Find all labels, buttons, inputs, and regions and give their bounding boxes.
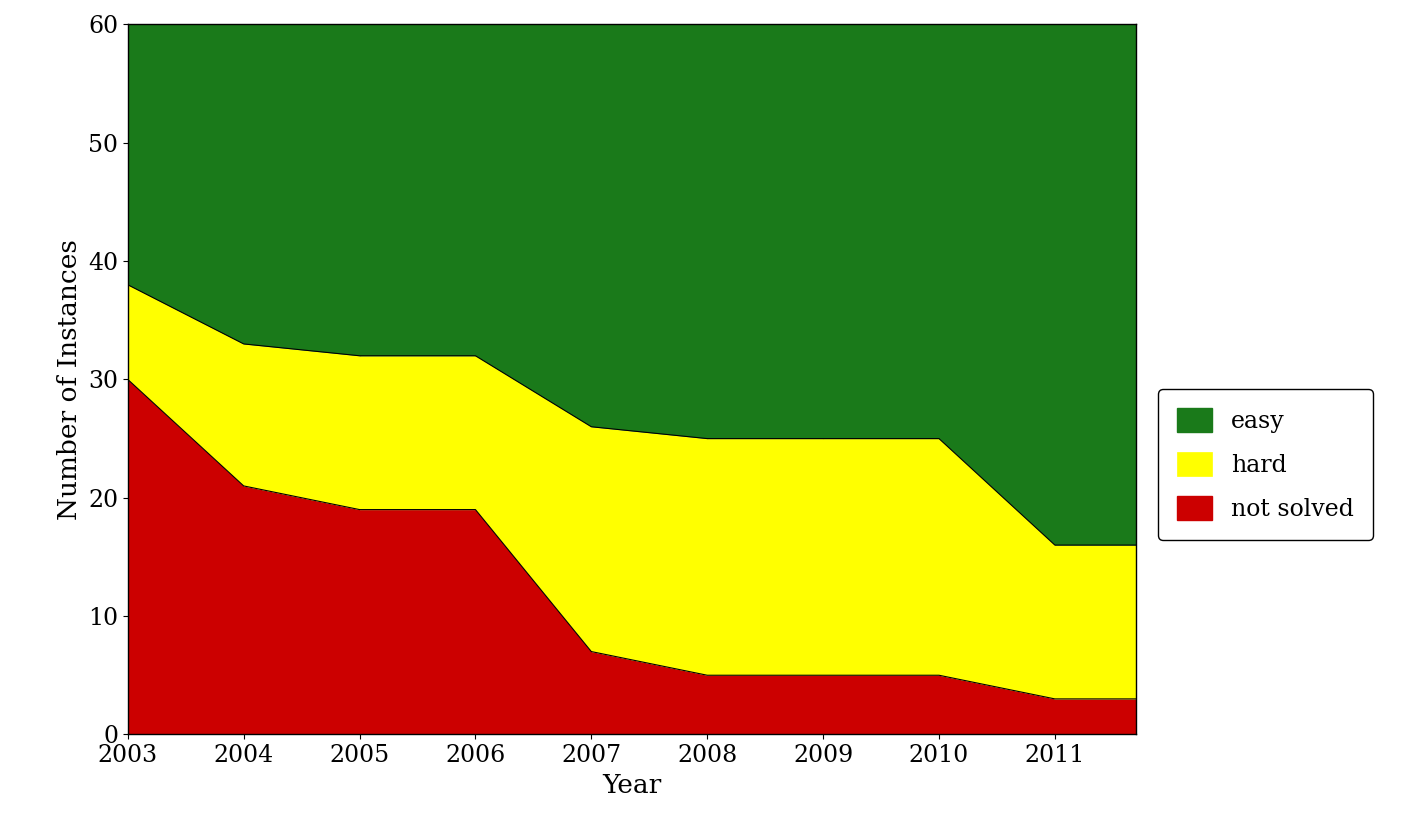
Legend: easy, hard, not solved: easy, hard, not solved [1157,389,1373,540]
X-axis label: Year: Year [602,773,662,798]
Y-axis label: Number of Instances: Number of Instances [57,239,82,520]
